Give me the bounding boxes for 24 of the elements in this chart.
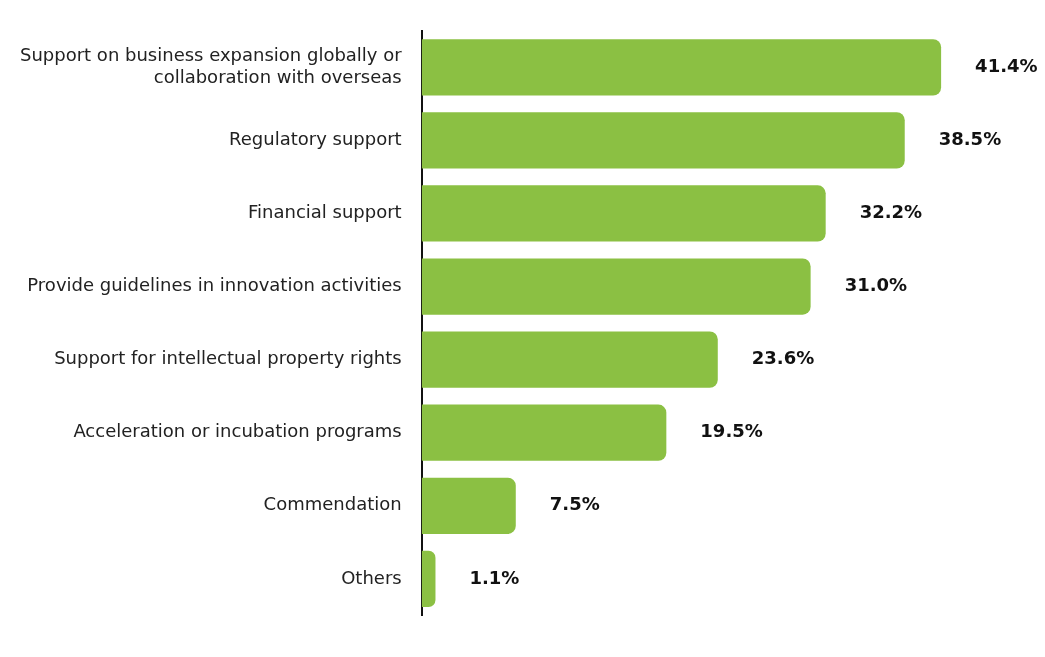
y-tick-label: Provide guidelines in innovation activities	[27, 274, 402, 296]
y-tick-label: Support on business expansion globally or collaboration with overseas	[19, 44, 403, 87]
bar	[421, 112, 905, 169]
y-tick-label: Acceleration or incubation programs	[73, 420, 402, 442]
bar	[421, 185, 826, 242]
bar	[421, 404, 667, 461]
data-label: 23.6%	[751, 347, 815, 369]
data-label: 38.5%	[938, 128, 1002, 150]
data-label: 19.5%	[700, 420, 763, 442]
y-tick-label: Others	[341, 566, 402, 588]
bar	[421, 477, 516, 534]
y-tick-label: Financial support	[248, 201, 402, 223]
y-tick-label: Commendation	[263, 493, 402, 515]
data-label: 1.1%	[469, 566, 520, 588]
bar	[421, 331, 718, 388]
bar	[421, 550, 436, 607]
y-tick-label: Support for intellectual property rights	[54, 347, 402, 369]
data-label: 7.5%	[549, 493, 600, 515]
bar	[421, 258, 811, 315]
data-label: 41.4%	[975, 55, 1038, 77]
y-tick-label: Regulatory support	[229, 128, 402, 150]
bar	[421, 39, 942, 96]
data-label: 32.2%	[859, 201, 923, 223]
data-label: 31.0%	[844, 274, 908, 296]
